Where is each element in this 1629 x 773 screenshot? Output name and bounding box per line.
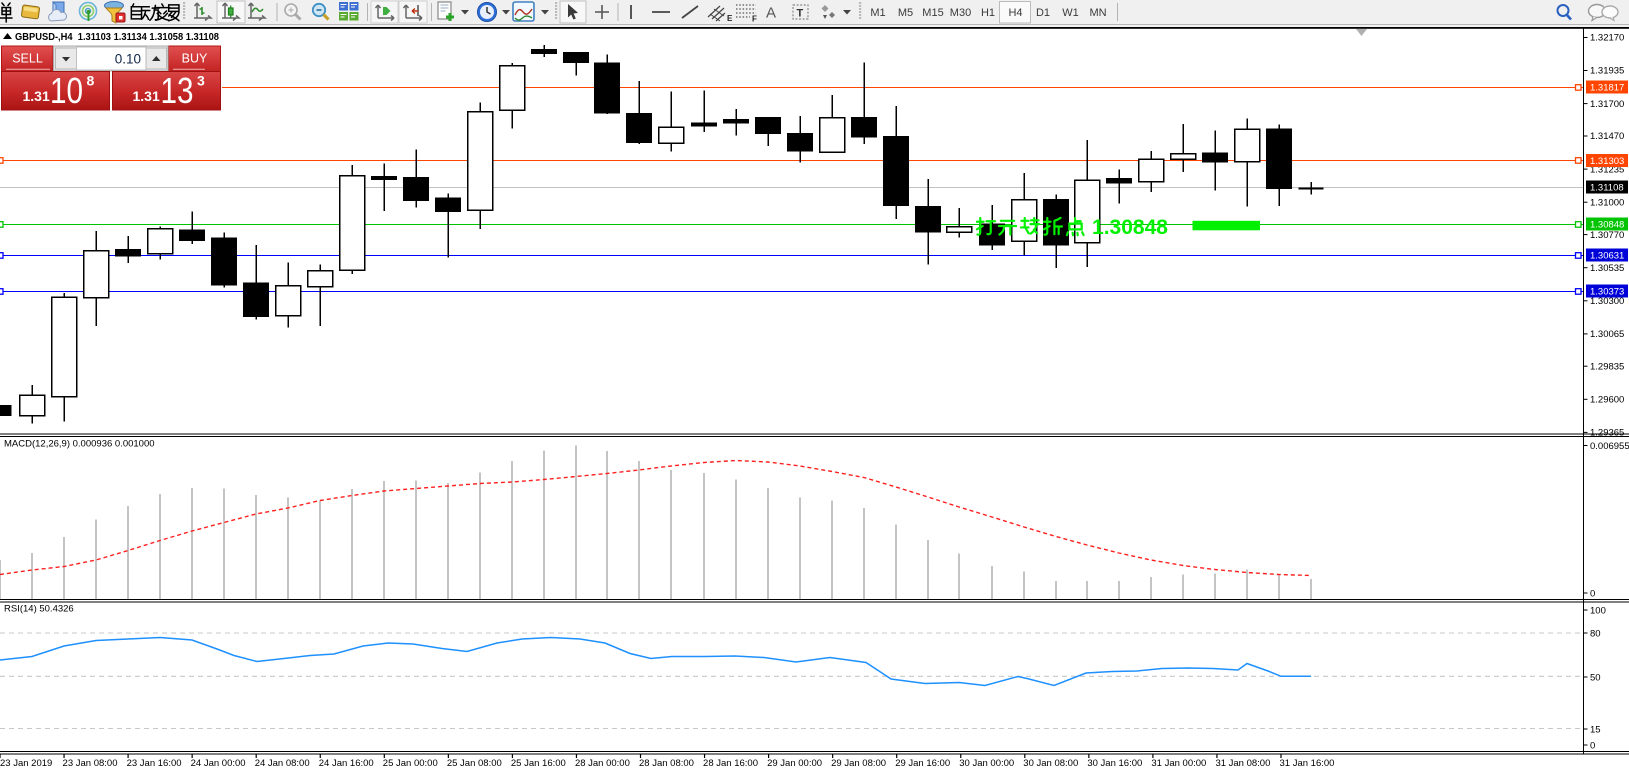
svg-text:A: A [766,5,776,22]
svg-text:24 Jan 16:00: 24 Jan 16:00 [319,758,374,769]
svg-text:28 Jan 00:00: 28 Jan 00:00 [575,758,630,769]
svg-text:1.31: 1.31 [133,88,160,104]
svg-text:25 Jan 08:00: 25 Jan 08:00 [447,758,502,769]
svg-text:1.30065: 1.30065 [1590,329,1624,340]
svg-text:0.10: 0.10 [115,52,141,67]
svg-text:E: E [727,14,733,23]
svg-text:30 Jan 08:00: 30 Jan 08:00 [1023,758,1078,769]
svg-text:1.30848: 1.30848 [1092,216,1168,239]
svg-text:1.30848: 1.30848 [1590,219,1624,230]
svg-text:M1: M1 [870,7,885,19]
svg-text:8: 8 [87,73,95,89]
svg-text:1.30631: 1.30631 [1590,250,1624,261]
svg-text:25 Jan 00:00: 25 Jan 00:00 [383,758,438,769]
svg-text:1.31000: 1.31000 [1590,197,1624,208]
svg-text:MN: MN [1089,7,1106,19]
svg-text:15: 15 [1590,724,1601,735]
svg-text:1.31935: 1.31935 [1590,66,1624,77]
svg-text:D1: D1 [1036,7,1050,19]
svg-text:23 Jan 16:00: 23 Jan 16:00 [127,758,182,769]
svg-text:M15: M15 [922,7,943,19]
svg-text:1.29365: 1.29365 [1590,428,1624,439]
svg-text:MACD(12,26,9) 0.000936 0.00100: MACD(12,26,9) 0.000936 0.001000 [4,439,155,450]
svg-text:F: F [752,15,757,24]
svg-text:1.30300: 1.30300 [1590,296,1624,307]
svg-text:1.31108: 1.31108 [1590,182,1624,193]
svg-text:23 Jan 08:00: 23 Jan 08:00 [63,758,118,769]
svg-text:1.29835: 1.29835 [1590,361,1624,372]
svg-text:50: 50 [1590,672,1601,683]
svg-text:24 Jan 00:00: 24 Jan 00:00 [191,758,246,769]
svg-text:25 Jan 16:00: 25 Jan 16:00 [511,758,566,769]
svg-text:13: 13 [161,70,194,111]
svg-text:30 Jan 00:00: 30 Jan 00:00 [959,758,1014,769]
svg-text:31 Jan 16:00: 31 Jan 16:00 [1280,758,1335,769]
svg-text:10: 10 [50,70,83,111]
svg-text:W1: W1 [1062,7,1079,19]
svg-text:1.29600: 1.29600 [1590,395,1624,406]
svg-text:T: T [797,8,804,20]
svg-text:1.31700: 1.31700 [1590,99,1624,110]
svg-text:1.31: 1.31 [23,88,50,104]
svg-text:1.31235: 1.31235 [1590,164,1624,175]
svg-text:0.006955: 0.006955 [1590,441,1629,452]
svg-text:H4: H4 [1008,7,1022,19]
svg-text:BUY: BUY [182,52,208,66]
svg-text:0: 0 [1590,740,1595,751]
svg-text:3: 3 [197,73,205,89]
svg-text:29 Jan 00:00: 29 Jan 00:00 [767,758,822,769]
svg-text:GBPUSD-,H4 1.31103 1.31134 1.: GBPUSD-,H4 1.31103 1.31134 1.31058 1.311… [15,32,219,43]
svg-text:SELL: SELL [12,52,43,66]
svg-text:1.31470: 1.31470 [1590,131,1624,142]
svg-text:M30: M30 [950,7,971,19]
svg-text:29 Jan 08:00: 29 Jan 08:00 [831,758,886,769]
svg-text:1.30535: 1.30535 [1590,263,1624,274]
svg-text:100: 100 [1590,605,1606,616]
svg-text:28 Jan 16:00: 28 Jan 16:00 [703,758,758,769]
svg-text:M5: M5 [898,7,913,19]
svg-text:0: 0 [1590,589,1595,600]
svg-text:1.31303: 1.31303 [1590,156,1624,167]
svg-text:28 Jan 08:00: 28 Jan 08:00 [639,758,694,769]
svg-text:80: 80 [1590,628,1601,639]
svg-text:23 Jan 2019: 23 Jan 2019 [0,758,52,769]
svg-text:1.30770: 1.30770 [1590,230,1624,241]
svg-text:31 Jan 08:00: 31 Jan 08:00 [1215,758,1270,769]
svg-text:H1: H1 [981,7,995,19]
svg-text:30 Jan 16:00: 30 Jan 16:00 [1087,758,1142,769]
svg-text:24 Jan 08:00: 24 Jan 08:00 [255,758,310,769]
svg-text:1.32170: 1.32170 [1590,33,1624,44]
svg-text:RSI(14) 50.4326: RSI(14) 50.4326 [4,604,74,615]
svg-text:1.31817: 1.31817 [1590,82,1624,93]
svg-text:31 Jan 00:00: 31 Jan 00:00 [1151,758,1206,769]
svg-text:29 Jan 16:00: 29 Jan 16:00 [895,758,950,769]
svg-text:1.30373: 1.30373 [1590,286,1624,297]
